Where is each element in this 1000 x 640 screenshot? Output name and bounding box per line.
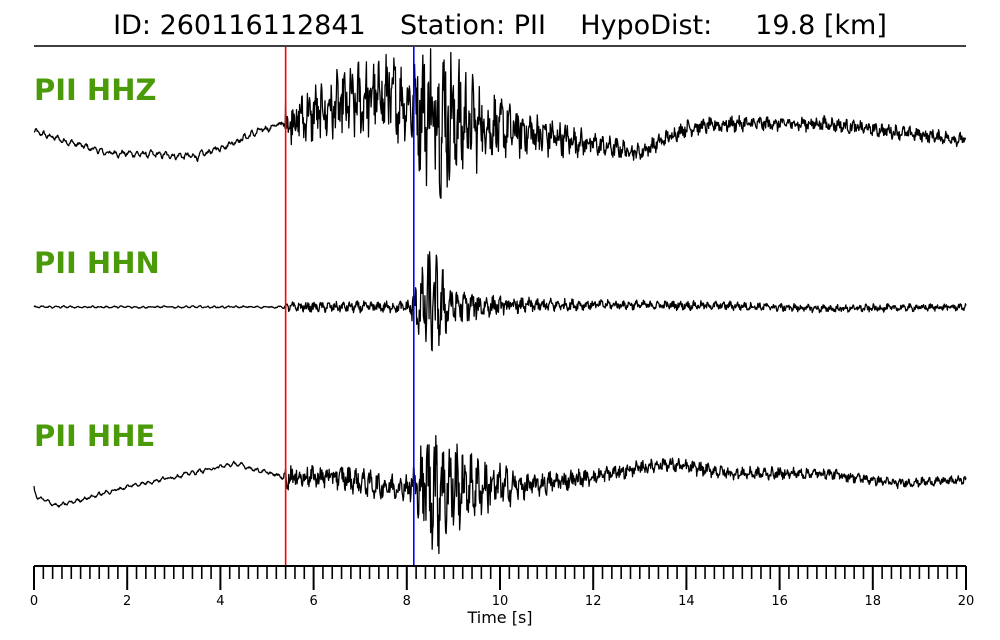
- trace-line-hhn: [33, 251, 967, 352]
- x-tick-label: 2: [123, 594, 131, 609]
- x-tick-label: 8: [403, 594, 411, 609]
- traces-layer: [33, 48, 967, 555]
- x-tick-label: 20: [958, 594, 975, 609]
- chart-title: ID: 260116112841 Station: PII HypoDist: …: [113, 10, 887, 41]
- x-tick-label: 12: [585, 594, 602, 609]
- x-tick-label: 4: [216, 594, 224, 609]
- x-tick-label: 18: [865, 594, 882, 609]
- trace-label-hhn: PII HHN: [34, 246, 160, 280]
- x-tick-label: 0: [30, 594, 38, 609]
- x-tick-label: 6: [309, 594, 317, 609]
- trace-label-hhe: PII HHE: [34, 419, 156, 453]
- x-tick-label: 14: [678, 594, 695, 609]
- x-tick-label: 16: [771, 594, 788, 609]
- trace-line-hhz: [33, 48, 967, 199]
- trace-label-hhz: PII HHZ: [34, 73, 157, 107]
- trace-line-hhe: [33, 435, 967, 555]
- x-tick-label: 10: [492, 594, 509, 609]
- x-axis: 0 2 4 6 8 10 12 14 16 18 20: [30, 565, 975, 609]
- x-axis-label: Time [s]: [466, 608, 532, 627]
- picks-layer: [284, 47, 415, 566]
